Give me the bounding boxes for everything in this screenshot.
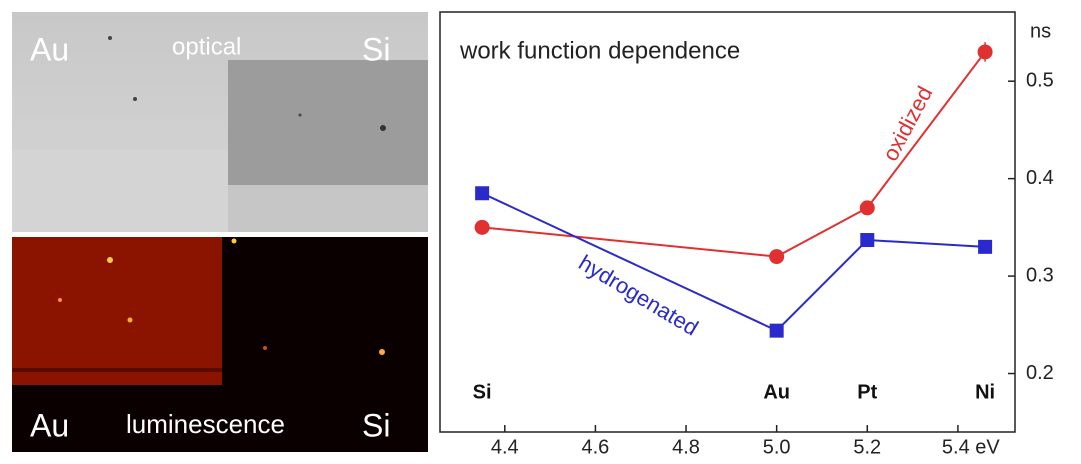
x-tick-label: 5.4 eV bbox=[942, 436, 1000, 458]
point-label: Au bbox=[763, 381, 790, 403]
speck bbox=[133, 97, 137, 101]
chart-title: work function dependence bbox=[459, 37, 740, 64]
marker bbox=[769, 323, 784, 338]
x-tick-label: 4.4 bbox=[491, 436, 519, 458]
y-tick-label: 0.5 bbox=[1026, 69, 1054, 91]
x-tick-label: 4.6 bbox=[582, 436, 610, 458]
image-label: Au bbox=[30, 407, 69, 443]
point-label: Si bbox=[473, 381, 492, 403]
speck bbox=[298, 113, 302, 117]
spot bbox=[127, 317, 133, 323]
y-tick-label: 0.2 bbox=[1026, 362, 1054, 384]
marker bbox=[769, 249, 785, 265]
luminescence-image: Au luminescence Si bbox=[12, 237, 428, 452]
image-label: Si bbox=[362, 31, 390, 67]
optical-lower-region bbox=[12, 150, 228, 232]
x-tick-label: 5.0 bbox=[763, 436, 791, 458]
x-tick-label: 4.8 bbox=[672, 436, 700, 458]
optical-lower-region bbox=[228, 185, 428, 232]
spot bbox=[58, 298, 62, 302]
series-line bbox=[482, 51, 986, 258]
marker bbox=[978, 239, 993, 254]
image-title: optical bbox=[172, 33, 241, 60]
plot-frame bbox=[439, 11, 1016, 433]
marker bbox=[474, 219, 490, 235]
speck bbox=[108, 36, 112, 40]
point-label: Ni bbox=[975, 381, 995, 403]
image-label: Si bbox=[362, 407, 390, 443]
series-annotation: hydrogenated bbox=[574, 250, 702, 341]
marker bbox=[859, 200, 875, 216]
optical-image: Au optical Si bbox=[12, 12, 428, 232]
y-axis-label: ns bbox=[1030, 20, 1051, 42]
speck bbox=[380, 125, 386, 131]
image-title: luminescence bbox=[126, 409, 285, 439]
series-annotation: oxidized bbox=[877, 82, 937, 165]
luminescence-au-region bbox=[12, 237, 222, 385]
marker bbox=[860, 233, 875, 248]
optical-si-region bbox=[228, 60, 428, 185]
marker bbox=[475, 186, 490, 201]
image-label: Au bbox=[30, 31, 69, 67]
marker bbox=[977, 44, 993, 60]
y-tick-label: 0.3 bbox=[1026, 264, 1054, 286]
point-label: Pt bbox=[857, 381, 877, 403]
series-line bbox=[481, 192, 986, 332]
x-tick-label: 5.2 bbox=[853, 436, 881, 458]
spot bbox=[379, 349, 385, 355]
luminescence-edge bbox=[12, 368, 222, 372]
y-tick-label: 0.4 bbox=[1026, 167, 1054, 189]
spot bbox=[263, 346, 267, 350]
spot bbox=[231, 238, 237, 244]
spot bbox=[107, 257, 113, 263]
